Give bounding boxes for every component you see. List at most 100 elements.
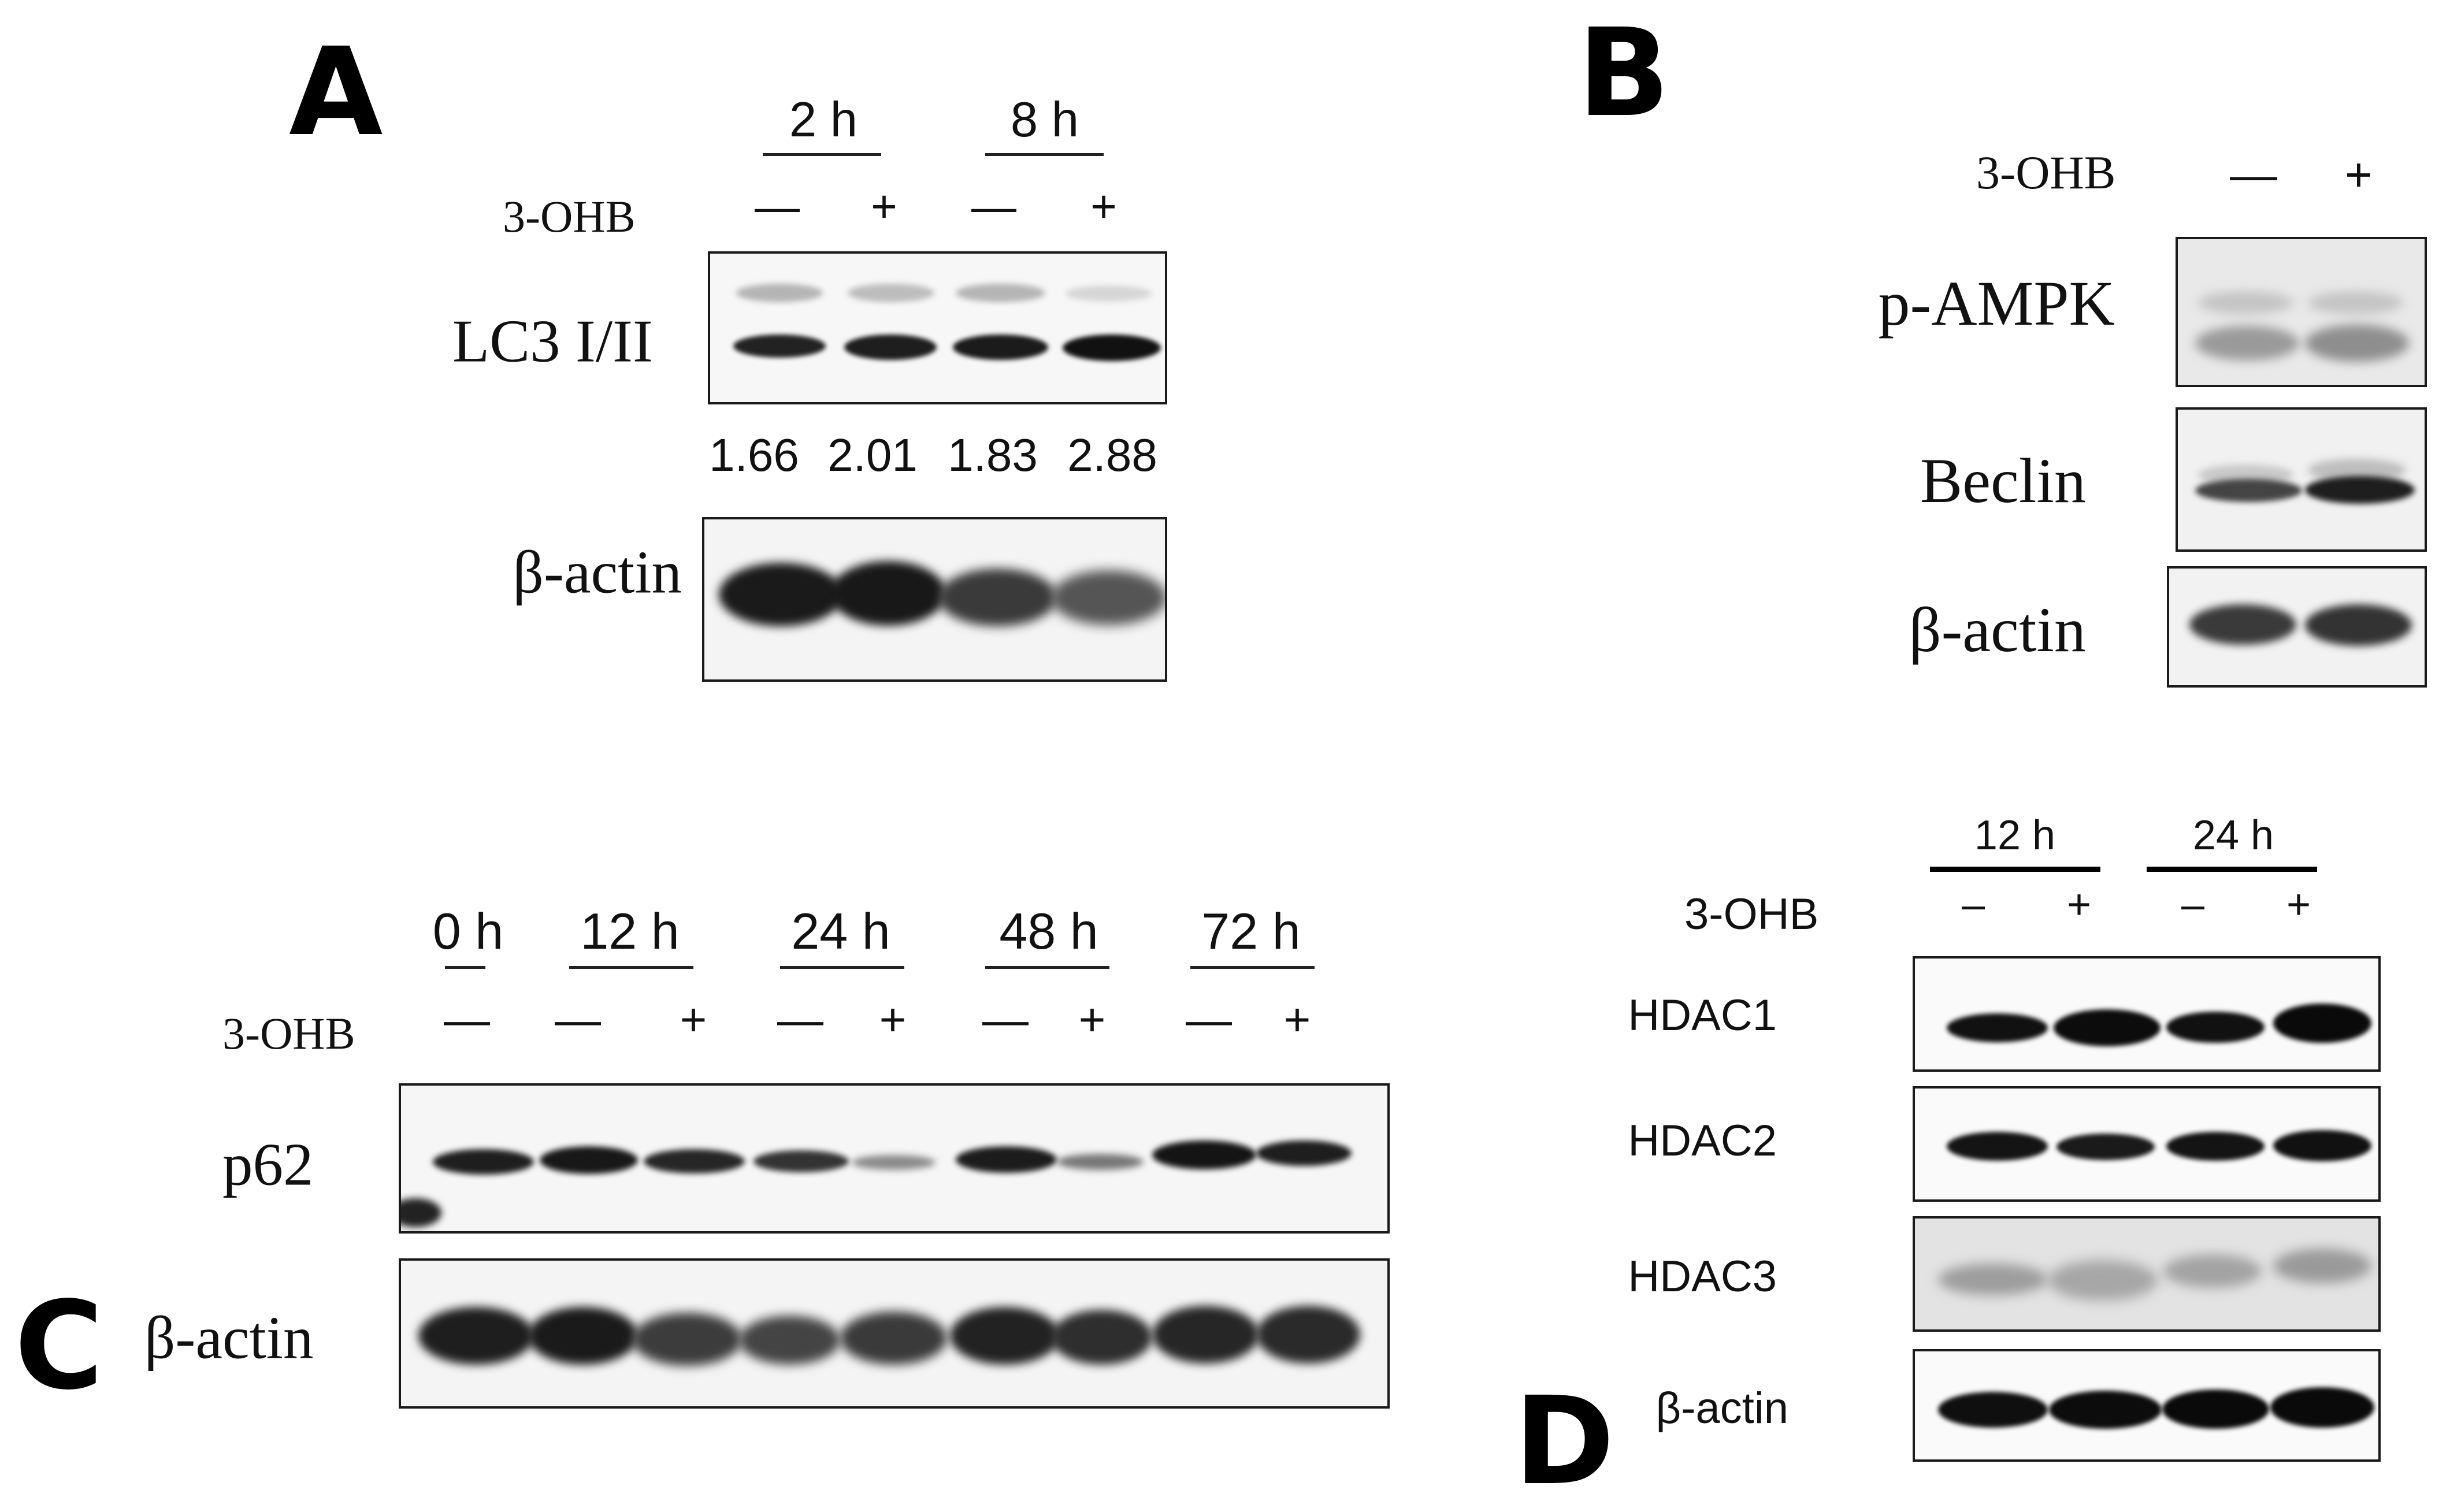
band (2273, 1004, 2371, 1043)
treatment-sign: + (2286, 882, 2311, 928)
band (2305, 604, 2412, 646)
band (736, 284, 823, 302)
treatment-sign: — (982, 994, 1029, 1045)
treatment-sign: + (879, 994, 907, 1045)
band (2163, 1254, 2262, 1288)
band (433, 1149, 534, 1175)
blot-beta-actin (399, 1258, 1390, 1409)
band (2195, 479, 2302, 502)
blot-beclin (2176, 407, 2427, 552)
timepoint-underline (2147, 867, 2317, 872)
timepoint-label: 2 h (789, 92, 858, 147)
treatment-sign: — (971, 181, 1016, 232)
blot-label-hdac1: HDAC1 (1628, 991, 1777, 1040)
blot-p-ampk (2176, 237, 2427, 387)
blot-beta-actin (2167, 566, 2427, 688)
band (953, 335, 1048, 360)
band (1152, 1306, 1259, 1364)
band (844, 335, 937, 360)
blot-label-hdac2: HDAC2 (1628, 1116, 1777, 1165)
timepoint-underline (985, 966, 1109, 969)
band (401, 1198, 441, 1227)
band (1066, 285, 1152, 302)
panel-letter-b: B (1577, 2, 1671, 144)
band (2166, 1132, 2265, 1161)
band (950, 1307, 1060, 1365)
timepoint-label: 8 h (1010, 92, 1079, 147)
band (739, 1316, 840, 1365)
band (540, 1146, 638, 1174)
timepoint-underline (569, 966, 693, 969)
band (528, 1307, 638, 1365)
timepoint-underline (1930, 867, 2100, 872)
blot-label-beta-actin: β-actin (144, 1303, 314, 1372)
treatment-sign: — (444, 994, 490, 1045)
blot-label-p-ampk: p-AMPK (1878, 268, 2115, 339)
treatment-sign: — (755, 181, 800, 232)
band (2056, 1134, 2155, 1160)
treatment-sign: — (2230, 148, 2277, 201)
band (956, 284, 1045, 302)
blot-beta-actin (702, 517, 1167, 682)
band (2305, 325, 2409, 362)
treatment-label: 3-OHB (222, 1008, 355, 1058)
band (719, 563, 843, 626)
timepoint-label: 0 h (432, 902, 504, 960)
treatment-sign: + (2066, 882, 2092, 928)
band (1063, 335, 1161, 361)
band (1152, 1140, 1256, 1169)
band (840, 1312, 947, 1365)
panel-letter-d: D (1514, 1370, 1615, 1512)
band (830, 561, 946, 626)
band (1947, 1013, 2048, 1042)
panel-letter-a: A (289, 21, 383, 163)
band (632, 1313, 742, 1366)
blot-label-hdac3: HDAC3 (1628, 1252, 1777, 1301)
band (753, 1150, 849, 1172)
band (2189, 604, 2296, 645)
blot-label-lc3: LC3 I/II (452, 307, 653, 375)
blot-label-p62: p62 (222, 1130, 314, 1198)
band (1947, 1132, 2048, 1161)
treatment-sign: – (2181, 882, 2205, 928)
band (2308, 291, 2403, 314)
timepoint-underline (763, 153, 881, 156)
densitometry-ratio: 2.88 (1067, 429, 1157, 481)
blot-label-beta-actin: β-actin (1655, 1384, 1788, 1433)
band (1051, 1310, 1152, 1365)
timepoint-label: 24 h (2192, 812, 2274, 859)
timepoint-underline (1190, 966, 1315, 969)
band (2162, 1390, 2269, 1429)
densitometry-ratio: 2.01 (827, 429, 918, 481)
blot-hdac1 (1913, 956, 2381, 1072)
blot-label-beta-actin: β-actin (513, 538, 682, 606)
blot-lc3 (708, 251, 1167, 404)
band (2049, 1391, 2162, 1429)
band (2305, 476, 2415, 504)
band (2195, 326, 2299, 361)
band (2270, 1387, 2374, 1428)
blot-p62 (399, 1083, 1390, 1234)
treatment-sign: + (1090, 181, 1117, 232)
treatment-sign: + (680, 994, 707, 1045)
band (852, 1155, 936, 1170)
treatment-sign: + (1078, 994, 1106, 1045)
band (956, 1146, 1057, 1173)
band (1256, 1140, 1352, 1166)
blot-hdac2 (1913, 1086, 2381, 1202)
band (2054, 1009, 2161, 1046)
band (1057, 1154, 1144, 1170)
timepoint-underline (780, 966, 904, 969)
band (938, 569, 1057, 626)
band (644, 1149, 745, 1173)
timepoint-underline (985, 153, 1104, 156)
treatment-sign: + (2345, 148, 2373, 201)
timepoint-underline (445, 966, 485, 969)
band (1938, 1264, 2048, 1295)
treatment-sign: — (555, 994, 601, 1045)
treatment-sign: – (1961, 882, 1985, 928)
densitometry-ratio: 1.66 (709, 429, 799, 481)
timepoint-label: 72 h (1201, 902, 1301, 960)
band (2048, 1260, 2158, 1301)
